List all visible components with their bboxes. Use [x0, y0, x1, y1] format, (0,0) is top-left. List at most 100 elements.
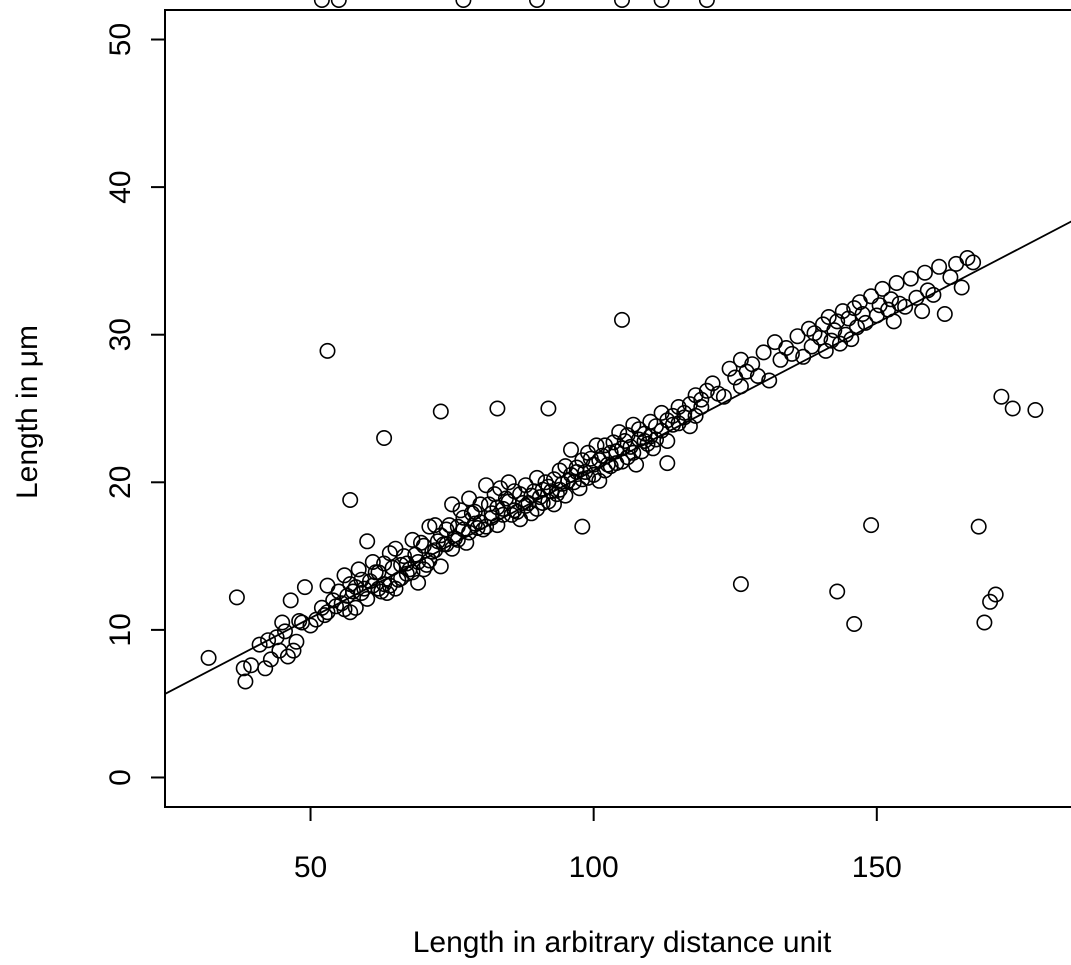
- data-point: [970, 518, 987, 535]
- data-point: [846, 300, 863, 317]
- data-point: [732, 576, 749, 593]
- data-point: [639, 435, 656, 452]
- data-point: [410, 574, 427, 591]
- data-point: [398, 565, 415, 582]
- data-point: [463, 505, 480, 522]
- data-point: [412, 534, 429, 551]
- data-point: [537, 474, 554, 491]
- data-point: [857, 314, 874, 331]
- data-point: [863, 517, 880, 534]
- y-tick-label: 30: [104, 318, 137, 351]
- data-point: [237, 673, 254, 690]
- data-point: [472, 496, 489, 513]
- data-point: [829, 313, 846, 330]
- data-point: [897, 298, 914, 315]
- data-point: [659, 455, 676, 472]
- data-point: [993, 388, 1010, 405]
- data-point: [444, 496, 461, 513]
- data-points: [200, 0, 1044, 690]
- data-point: [800, 320, 817, 337]
- data-point: [1027, 401, 1044, 418]
- data-point: [455, 0, 472, 8]
- data-point: [659, 412, 676, 429]
- data-point: [613, 311, 630, 328]
- data-point: [276, 623, 293, 640]
- data-point: [919, 282, 936, 299]
- data-point: [395, 548, 412, 565]
- data-point: [251, 636, 268, 653]
- data-point: [829, 583, 846, 600]
- data-point: [228, 589, 245, 606]
- data-point: [540, 400, 557, 417]
- y-tick-label: 0: [104, 769, 137, 786]
- data-point: [766, 334, 783, 351]
- data-point: [647, 431, 664, 448]
- data-point: [500, 474, 517, 491]
- data-point: [863, 288, 880, 305]
- data-point: [914, 303, 931, 320]
- x-axis-label: Length in arbitrary distance unit: [413, 926, 832, 959]
- data-point: [545, 496, 562, 513]
- data-point: [659, 432, 676, 449]
- data-point: [806, 325, 823, 342]
- data-point: [489, 400, 506, 417]
- y-tick-label: 10: [104, 613, 137, 646]
- data-point: [820, 308, 837, 325]
- data-point: [653, 0, 670, 8]
- y-tick-label: 40: [104, 170, 137, 203]
- data-point: [350, 561, 367, 578]
- data-point: [262, 651, 279, 668]
- data-point: [562, 441, 579, 458]
- data-point: [676, 404, 693, 421]
- data-point: [461, 490, 478, 507]
- data-point: [432, 558, 449, 575]
- data-point: [478, 518, 495, 535]
- data-point: [347, 599, 364, 616]
- data-point: [953, 279, 970, 296]
- data-point: [319, 577, 336, 594]
- x-tick-label: 100: [569, 851, 619, 884]
- data-point: [948, 255, 965, 272]
- data-point: [611, 424, 628, 441]
- data-point: [936, 305, 953, 322]
- x-tick-label: 150: [852, 851, 902, 884]
- data-point: [557, 487, 574, 504]
- data-point: [393, 556, 410, 573]
- data-point: [376, 429, 393, 446]
- data-point: [761, 372, 778, 389]
- data-point: [625, 416, 642, 433]
- data-point: [523, 505, 540, 522]
- data-point: [353, 584, 370, 601]
- data-point: [803, 338, 820, 355]
- data-point: [359, 533, 376, 550]
- data-point: [826, 322, 843, 339]
- data-point: [888, 274, 905, 291]
- data-point: [257, 660, 274, 677]
- data-point: [458, 534, 475, 551]
- data-point: [438, 521, 455, 538]
- data-point: [1004, 400, 1021, 417]
- data-point: [614, 0, 630, 8]
- x-tick-label: 50: [294, 851, 327, 884]
- data-point: [565, 474, 582, 491]
- data-point: [823, 332, 840, 349]
- x-axis: 50 100 150: [294, 806, 902, 884]
- data-point: [528, 500, 545, 517]
- data-point: [432, 403, 449, 420]
- data-point: [378, 584, 395, 601]
- data-point: [571, 480, 588, 497]
- data-point: [313, 0, 330, 8]
- data-point: [200, 649, 217, 666]
- y-axis-label: Length in μm: [11, 325, 44, 499]
- data-point: [778, 339, 795, 356]
- data-point: [574, 518, 591, 535]
- data-point: [342, 491, 359, 508]
- regression-line: [164, 220, 1071, 695]
- plot-frame: [164, 9, 1071, 808]
- data-point: [874, 280, 891, 297]
- data-point: [749, 367, 766, 384]
- data-point: [478, 477, 495, 494]
- data-point: [755, 344, 772, 361]
- data-point: [404, 531, 421, 548]
- data-point: [288, 633, 305, 650]
